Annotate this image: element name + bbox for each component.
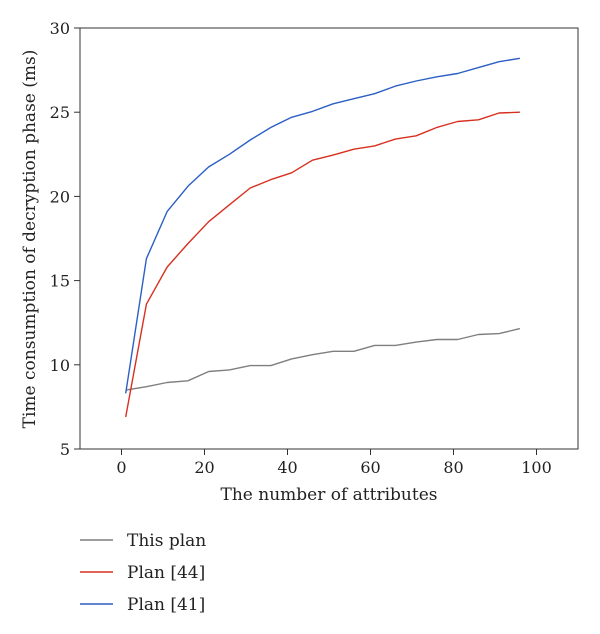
y-tick-label: 5 xyxy=(60,440,70,459)
y-axis-label: Time consumption of decryption phase (ms… xyxy=(20,50,40,429)
y-tick-label: 25 xyxy=(50,103,70,122)
legend-label: Plan [41] xyxy=(127,595,205,615)
series-line-plan-44 xyxy=(125,111,520,418)
x-tick-label: 60 xyxy=(360,458,380,477)
x-tick-label: 40 xyxy=(277,458,297,477)
plot-area-frame xyxy=(79,27,579,450)
x-axis-label: The number of attributes xyxy=(221,485,438,505)
x-tick-label: 20 xyxy=(194,458,214,477)
y-tick-label: 30 xyxy=(50,19,70,38)
legend: This plan Plan [44] Plan [41] xyxy=(80,531,206,615)
series-line-plan-41 xyxy=(125,57,521,394)
legend-label: Plan [44] xyxy=(127,563,205,583)
y-tick-label: 20 xyxy=(50,187,70,206)
x-tick-label: 100 xyxy=(521,458,552,477)
y-tick-label: 15 xyxy=(50,272,70,291)
x-tick-label: 0 xyxy=(116,458,126,477)
legend-label: This plan xyxy=(127,531,206,551)
x-tick-label: 80 xyxy=(443,458,463,477)
series-line-this-plan xyxy=(125,327,521,391)
y-tick-label: 10 xyxy=(50,356,70,375)
